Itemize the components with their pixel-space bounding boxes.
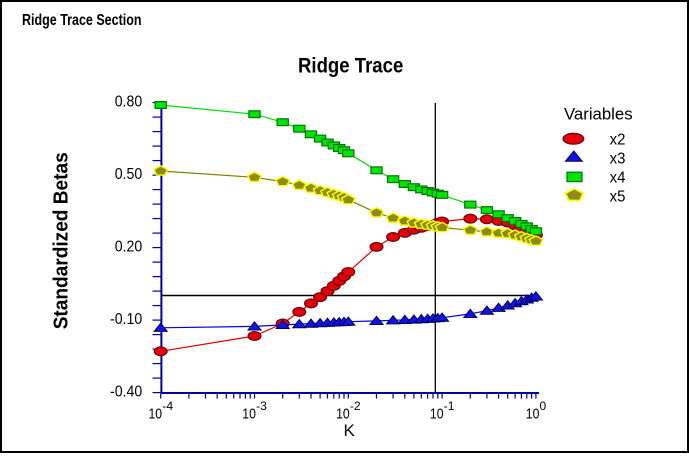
svg-text:-4: -4 [162,399,173,413]
svg-text:0: 0 [540,399,547,413]
svg-text:K: K [344,421,356,440]
svg-text:10: 10 [430,406,444,423]
svg-text:10: 10 [149,406,163,423]
svg-text:x3: x3 [610,150,626,167]
svg-text:Ridge Trace Section: Ridge Trace Section [22,12,142,29]
svg-text:x2: x2 [610,131,626,148]
svg-text:10: 10 [336,406,350,423]
svg-text:-3: -3 [256,399,267,413]
svg-text:0.20: 0.20 [115,239,143,256]
svg-text:-2: -2 [350,399,361,413]
svg-text:Standardized Betas: Standardized Betas [51,152,73,329]
svg-text:10: 10 [526,406,540,423]
svg-text:-0.10: -0.10 [110,311,142,328]
svg-text:-1: -1 [444,399,455,413]
svg-text:x5: x5 [610,188,626,205]
svg-text:0.50: 0.50 [115,166,143,183]
svg-text:Variables: Variables [564,105,633,124]
svg-text:10: 10 [242,406,256,423]
svg-text:-0.40: -0.40 [110,384,142,401]
svg-text:x4: x4 [610,169,626,186]
svg-text:0.80: 0.80 [115,94,143,111]
svg-text:Ridge Trace: Ridge Trace [298,54,403,77]
